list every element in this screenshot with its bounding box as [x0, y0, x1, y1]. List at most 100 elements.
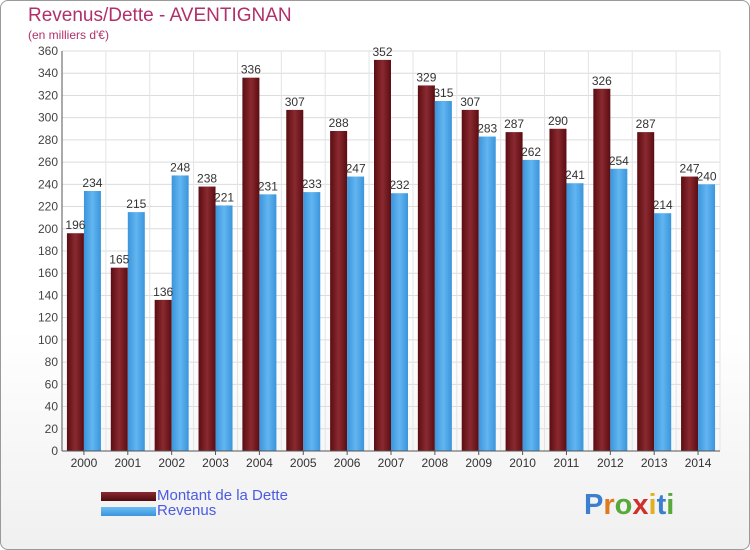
- chart-subtitle: (en milliers d'€): [28, 28, 109, 42]
- data-label-revenus: 232: [389, 178, 409, 192]
- y-tick-label: 100: [38, 333, 58, 347]
- bar-revenus: [566, 183, 584, 451]
- data-label-revenus: 240: [697, 169, 717, 183]
- data-label-revenus: 248: [170, 160, 190, 174]
- bar-debt: [66, 233, 84, 451]
- legend-label-debt: Montant de la Dette: [157, 487, 288, 504]
- legend-label-revenus: Revenus: [157, 502, 217, 519]
- data-label-debt: 287: [504, 117, 524, 131]
- data-label-debt: 307: [460, 95, 480, 109]
- y-tick-label: 40: [45, 400, 59, 414]
- x-tick-label: 2003: [202, 456, 229, 470]
- data-label-debt: 307: [285, 95, 305, 109]
- y-tick-label: 320: [38, 88, 58, 102]
- bar-debt: [198, 186, 216, 452]
- data-label-revenus: 234: [82, 176, 102, 190]
- data-label-revenus: 241: [565, 168, 585, 182]
- y-tick-label: 360: [38, 44, 58, 58]
- x-tick-label: 2013: [641, 456, 668, 470]
- data-label-revenus: 215: [126, 197, 146, 211]
- data-label-revenus: 221: [214, 190, 234, 204]
- data-label-debt: 136: [153, 285, 173, 299]
- bar-revenus: [303, 192, 321, 451]
- x-tick-label: 2001: [114, 456, 141, 470]
- x-tick-label: 2004: [246, 456, 273, 470]
- y-tick-label: 120: [38, 311, 58, 325]
- y-tick-label: 160: [38, 266, 58, 280]
- bar-revenus: [127, 212, 145, 451]
- bar-debt: [286, 109, 304, 451]
- bar-debt: [461, 109, 479, 451]
- data-label-revenus: 254: [609, 154, 629, 168]
- proxiti-logo: Proxiti: [584, 489, 675, 521]
- data-label-debt: 352: [372, 45, 392, 59]
- bar-debt: [242, 77, 260, 452]
- data-label-debt: 326: [592, 74, 612, 88]
- data-label-revenus: 214: [653, 198, 673, 212]
- x-tick-label: 2010: [509, 456, 536, 470]
- data-label-debt: 290: [548, 114, 568, 128]
- bar-revenus: [610, 168, 628, 451]
- bar-debt: [593, 88, 611, 452]
- bar-debt: [505, 132, 523, 451]
- bar-revenus: [478, 136, 496, 452]
- data-label-revenus: 233: [302, 177, 322, 191]
- y-tick-label: 340: [38, 66, 58, 80]
- data-label-revenus: 231: [258, 179, 278, 193]
- bar-debt: [330, 131, 348, 451]
- data-label-debt: 165: [109, 253, 129, 267]
- bar-debt: [549, 128, 567, 451]
- x-tick-label: 2006: [334, 456, 361, 470]
- data-label-debt: 336: [241, 63, 261, 77]
- bar-revenus: [83, 191, 101, 451]
- bar-debt: [681, 176, 699, 452]
- bar-debt: [417, 85, 435, 451]
- x-tick-label: 2000: [71, 456, 98, 470]
- data-label-debt: 287: [636, 117, 656, 131]
- bar-revenus: [259, 194, 277, 452]
- legend-swatch-debt: [101, 492, 156, 501]
- bar-revenus: [215, 205, 233, 451]
- legend-swatch-revenus: [101, 507, 156, 516]
- bar-revenus: [391, 193, 408, 451]
- data-label-debt: 288: [329, 116, 349, 130]
- x-tick-label: 2007: [378, 456, 405, 470]
- data-label-debt: 196: [65, 218, 85, 232]
- data-label-revenus: 283: [477, 122, 497, 136]
- y-tick-label: 140: [38, 288, 58, 302]
- bar-revenus: [171, 175, 189, 451]
- y-tick-label: 20: [45, 422, 59, 436]
- y-tick-label: 180: [38, 244, 58, 258]
- bar-debt: [637, 132, 655, 451]
- bar-debt: [110, 267, 128, 451]
- x-tick-label: 2008: [422, 456, 449, 470]
- x-tick-label: 2005: [290, 456, 317, 470]
- x-tick-label: 2002: [158, 456, 185, 470]
- data-label-debt: 247: [680, 162, 700, 176]
- x-tick-label: 2009: [465, 456, 492, 470]
- x-tick-label: 2014: [685, 456, 712, 470]
- bar-debt: [154, 299, 172, 451]
- bar-revenus: [698, 184, 716, 452]
- y-tick-label: 240: [38, 177, 58, 191]
- data-label-revenus: 262: [521, 145, 541, 159]
- bar-revenus: [434, 101, 452, 451]
- x-tick-label: 2011: [554, 456, 580, 470]
- data-label-revenus: 315: [433, 86, 453, 100]
- data-label-revenus: 247: [346, 162, 366, 176]
- chart-title: Revenus/Dette - AVENTIGNAN: [28, 5, 292, 26]
- y-tick-label: 200: [38, 222, 58, 236]
- data-label-debt: 329: [416, 70, 436, 84]
- bar-revenus: [347, 176, 365, 452]
- x-tick-label: 2012: [597, 456, 624, 470]
- y-tick-label: 300: [38, 111, 58, 125]
- bar-revenus: [654, 213, 672, 451]
- bar-revenus: [522, 159, 540, 451]
- data-label-debt: 238: [197, 172, 217, 186]
- y-tick-label: 220: [38, 200, 58, 214]
- y-tick-label: 80: [45, 355, 59, 369]
- y-tick-label: 0: [51, 444, 58, 458]
- bar-debt: [374, 59, 391, 452]
